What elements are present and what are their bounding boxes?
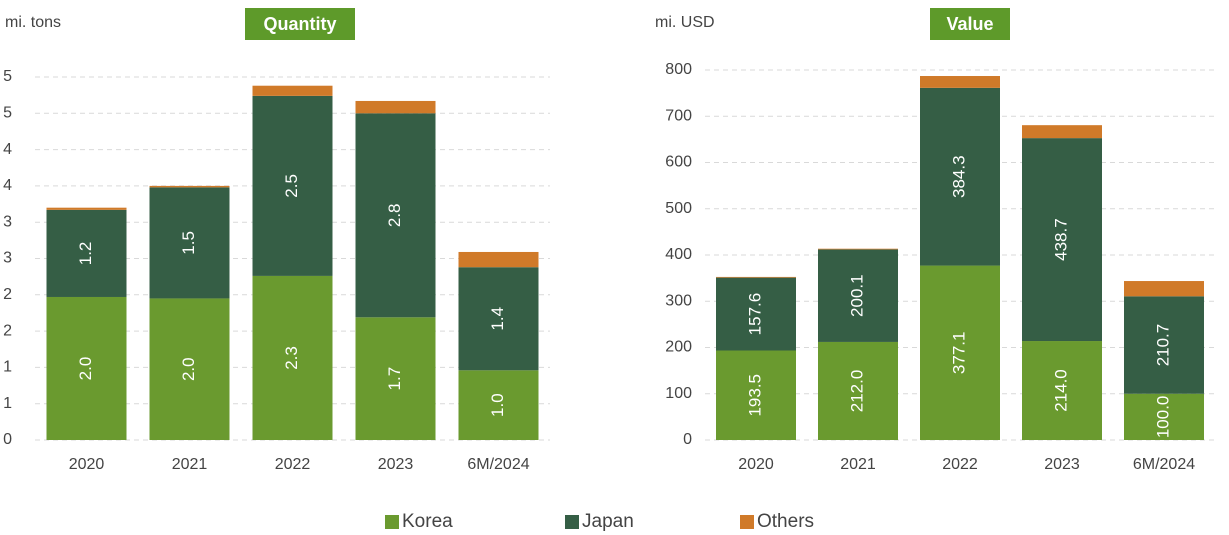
y-axis-label: mi. USD — [655, 14, 715, 31]
data-label: 2.0 — [76, 357, 95, 381]
bar-segment — [920, 87, 1000, 266]
y-tick-label: 3 — [3, 250, 12, 267]
y-tick-label: 4 — [3, 177, 12, 194]
y-axis-label: mi. tons — [5, 14, 61, 31]
bar-segment — [355, 100, 436, 114]
title-box — [245, 8, 355, 40]
legend-swatch — [385, 515, 399, 529]
bar-segment — [46, 209, 127, 297]
data-label: 1.2 — [76, 242, 95, 266]
bar-segment — [818, 248, 898, 250]
legend-label: Japan — [582, 511, 634, 532]
x-tick-label: 2023 — [378, 456, 414, 473]
bar-segment — [149, 185, 230, 188]
y-tick-label: 200 — [665, 339, 692, 356]
bar-segment — [1124, 296, 1204, 394]
chart-title: Quantity — [263, 14, 336, 34]
y-tick-label: 700 — [665, 107, 692, 124]
bar-segment — [252, 85, 333, 96]
data-label: 2.5 — [282, 174, 301, 198]
bar-segment — [149, 298, 230, 440]
data-label: 384.3 — [949, 155, 968, 198]
bar-segment — [252, 275, 333, 440]
data-label: 157.6 — [745, 293, 764, 336]
x-tick-label: 2022 — [942, 456, 978, 473]
y-tick-label: 4 — [3, 141, 12, 158]
x-tick-label: 2020 — [738, 456, 774, 473]
bar-segment — [355, 317, 436, 440]
title-box — [930, 8, 1010, 40]
y-tick-label: 300 — [665, 292, 692, 309]
data-label: 1.0 — [488, 393, 507, 417]
x-tick-label: 6M/2024 — [467, 456, 529, 473]
data-label: 438.7 — [1051, 218, 1070, 261]
legend-label: Korea — [402, 511, 453, 532]
x-tick-label: 2020 — [69, 456, 105, 473]
bar-segment — [46, 207, 127, 210]
bar-segment — [458, 251, 539, 268]
y-tick-label: 600 — [665, 154, 692, 171]
bar-segment — [458, 370, 539, 440]
data-label: 212.0 — [847, 370, 866, 413]
y-tick-label: 500 — [665, 200, 692, 217]
bar-segment — [355, 113, 436, 318]
bar-segment — [1022, 138, 1102, 342]
legend-swatch — [740, 515, 754, 529]
bar-segment — [716, 350, 796, 440]
data-label: 1.5 — [179, 231, 198, 255]
x-tick-label: 2021 — [840, 456, 876, 473]
legend-swatch — [565, 515, 579, 529]
data-label: 200.1 — [847, 274, 866, 317]
bar-segment — [920, 76, 1000, 88]
x-tick-label: 2021 — [172, 456, 208, 473]
bar-segment — [149, 187, 230, 299]
y-tick-label: 0 — [683, 431, 692, 448]
x-tick-label: 6M/2024 — [1133, 456, 1195, 473]
bar-segment — [1124, 393, 1204, 440]
bar-segment — [458, 267, 539, 371]
y-tick-label: 5 — [3, 68, 12, 85]
data-label: 214.0 — [1051, 369, 1070, 412]
bar-segment — [716, 277, 796, 351]
bar-segment — [716, 276, 796, 278]
data-label: 2.0 — [179, 357, 198, 381]
bar-segment — [1022, 125, 1102, 139]
data-label: 1.7 — [385, 367, 404, 391]
chart-title: Value — [946, 14, 993, 34]
x-tick-label: 2022 — [275, 456, 311, 473]
bar-segment — [818, 341, 898, 440]
data-label: 2.3 — [282, 346, 301, 370]
y-tick-label: 3 — [3, 213, 12, 230]
y-tick-label: 5 — [3, 105, 12, 122]
y-tick-label: 400 — [665, 246, 692, 263]
bar-segment — [818, 249, 898, 342]
data-label: 2.8 — [385, 203, 404, 227]
bar-segment — [1124, 281, 1204, 297]
data-label: 193.5 — [745, 374, 764, 417]
y-tick-label: 0 — [3, 431, 12, 448]
legend-label: Others — [757, 511, 814, 532]
y-tick-label: 800 — [665, 61, 692, 78]
data-label: 100.0 — [1153, 396, 1172, 439]
bar-segment — [920, 265, 1000, 440]
data-label: 1.4 — [488, 307, 507, 331]
y-tick-label: 2 — [3, 286, 12, 303]
y-tick-label: 1 — [3, 395, 12, 412]
y-tick-label: 2 — [3, 322, 12, 339]
y-tick-label: 1 — [3, 359, 12, 376]
x-tick-label: 2023 — [1044, 456, 1080, 473]
data-label: 377.1 — [949, 332, 968, 375]
bar-segment — [1022, 341, 1102, 440]
bar-segment — [46, 296, 127, 440]
bar-segment — [252, 95, 333, 276]
y-tick-label: 100 — [665, 385, 692, 402]
data-label: 210.7 — [1153, 324, 1172, 367]
